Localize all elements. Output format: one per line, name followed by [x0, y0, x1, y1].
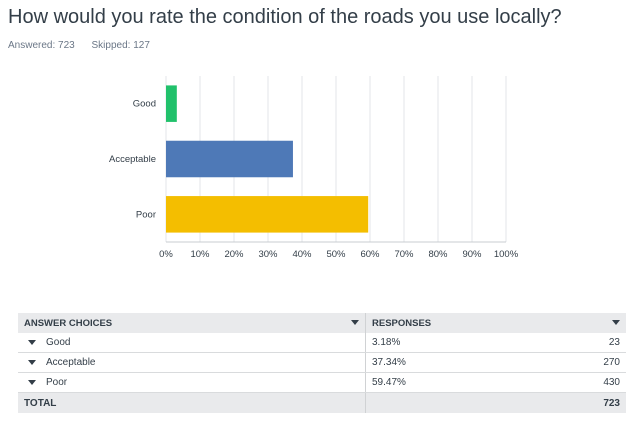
answer-choice-label: Poor: [46, 377, 68, 388]
expand-caret-icon[interactable]: [28, 339, 36, 345]
skipped-count: Skipped: 127: [91, 40, 150, 51]
x-tick-label: 50%: [326, 249, 346, 260]
response-stats: Answered: 723 Skipped: 127: [8, 40, 164, 51]
x-tick-label: 40%: [292, 249, 312, 260]
question-title: How would you rate the condition of the …: [8, 6, 562, 28]
x-tick-label: 100%: [494, 249, 519, 260]
table-header-row: ANSWER CHOICES RESPONSES: [18, 313, 626, 333]
answer-choice-label: Good: [46, 337, 71, 348]
answer-choices-header[interactable]: ANSWER CHOICES: [18, 313, 366, 333]
bar: [166, 85, 177, 122]
count-cell: 270: [526, 352, 626, 373]
expand-caret-icon[interactable]: [28, 379, 36, 385]
total-label: TOTAL: [18, 392, 366, 413]
x-tick-label: 20%: [224, 249, 244, 260]
x-tick-label: 90%: [462, 249, 482, 260]
x-tick-label: 60%: [360, 249, 380, 260]
responses-header-label: RESPONSES: [372, 317, 432, 329]
category-label: Good: [133, 99, 156, 110]
sort-caret-icon[interactable]: [351, 320, 359, 325]
expand-caret-icon[interactable]: [28, 359, 36, 365]
percent-cell: 3.18%: [365, 333, 527, 353]
bar-chart: 0% 10% 20% 30% 40% 50% 60% 70% 80% 90% 100% Good Acc…: [109, 76, 519, 260]
bar: [166, 196, 369, 233]
total-value: 723: [526, 392, 626, 413]
table-row: Good 3.18% 23: [18, 333, 626, 353]
results-table: ANSWER CHOICES RESPONSES Good 3.18% 23 A…: [18, 313, 626, 413]
answer-choice-cell: Acceptable: [18, 352, 366, 373]
percent-cell: 37.34%: [365, 352, 527, 373]
answer-choice-cell: Good: [18, 333, 366, 353]
table-row: Acceptable 37.34% 270: [18, 352, 626, 373]
category-label: Acceptable: [109, 154, 156, 165]
percent-cell: 59.47%: [365, 372, 527, 393]
x-tick-label: 10%: [190, 249, 210, 260]
count-cell: 430: [526, 372, 626, 393]
responses-header[interactable]: RESPONSES: [365, 313, 626, 333]
answer-choice-label: Acceptable: [46, 357, 96, 368]
bar: [166, 140, 293, 178]
answered-count: Answered: 723: [8, 40, 75, 51]
total-row: TOTAL 723: [18, 392, 626, 413]
x-tick-label: 80%: [428, 249, 448, 260]
answer-choices-header-label: ANSWER CHOICES: [24, 317, 113, 329]
x-tick-label: 0%: [159, 249, 173, 260]
count-cell: 23: [526, 333, 626, 353]
category-label: Poor: [136, 209, 156, 220]
total-spacer: [365, 392, 527, 413]
answer-choice-cell: Poor: [18, 372, 366, 393]
x-tick-label: 30%: [258, 249, 278, 260]
sort-caret-icon[interactable]: [612, 320, 620, 325]
table-row: Poor 59.47% 430: [18, 372, 626, 393]
x-tick-label: 70%: [394, 249, 414, 260]
